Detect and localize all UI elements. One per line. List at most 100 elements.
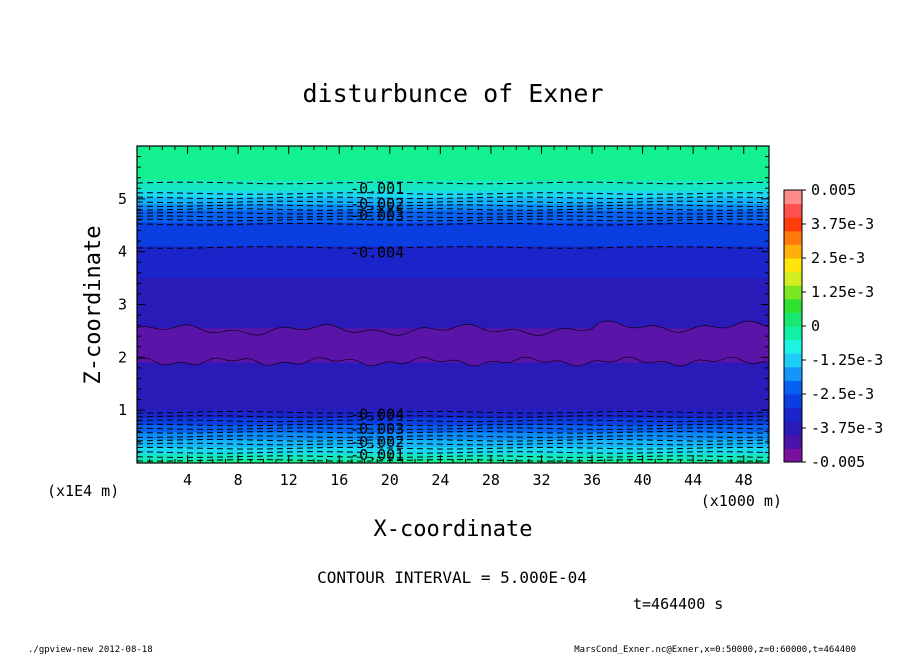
colorbar-segment (784, 258, 802, 273)
x-tick-label: 44 (684, 471, 702, 489)
contour-line (137, 419, 769, 422)
x-axis-label: X-coordinate (374, 517, 533, 542)
contour-line (137, 446, 769, 450)
colorbar (783, 189, 803, 463)
contour-line (137, 423, 769, 427)
colorbar-segment (784, 339, 802, 354)
contour-line (137, 415, 769, 418)
contour-line (137, 411, 769, 414)
contour-labels: -0.001-0.002-0.003-0.004-0.004-0.003-0.0… (350, 179, 404, 464)
y-tick-label: 1 (118, 401, 127, 419)
colorbar-segment (784, 230, 802, 245)
contour-label: -0.001 (350, 446, 404, 464)
colorbar-segment (784, 298, 802, 313)
contour-band (137, 418, 769, 426)
contour-label: -0.003 (350, 207, 404, 225)
y-tick-label: 3 (118, 296, 127, 314)
contour-line (137, 427, 769, 430)
contour-line (137, 451, 769, 454)
contour-band (137, 439, 769, 448)
colorbar-segment (784, 285, 802, 300)
x-tick-label: 24 (431, 471, 449, 489)
contour-band (137, 190, 769, 199)
contour-line (137, 455, 769, 458)
x-tick-label: 20 (381, 471, 399, 489)
contour-line (137, 442, 769, 446)
contour-line (137, 222, 769, 226)
colorbar-segment (784, 244, 802, 259)
contour-line (137, 181, 769, 185)
colorbar-tick-labels: 0.005 3.75e-3 2.5e-3 1.25e-3 0 -1.25e-3 -2.5e-… (802, 181, 883, 471)
y-axis-unit: (x1E4 m) (47, 482, 119, 500)
footer-right: MarsCond_Exner.nc@Exner,x=0:50000,z=0:60… (574, 645, 856, 654)
colorbar-tick-label: 3.75e-3 (811, 215, 874, 233)
contour-label: -0.002 (350, 433, 404, 451)
colorbar-tick-label: -2.5e-3 (811, 385, 874, 403)
y-tick-label: 2 (118, 348, 127, 366)
contour-label: -0.004 (350, 244, 404, 262)
colorbar-tick-label: -0.005 (811, 453, 865, 471)
x-tick-label: 12 (280, 471, 298, 489)
colorbar-tick-label: -3.75e-3 (811, 419, 883, 437)
colorbar-segment (784, 312, 802, 327)
colorbar-tick-label: -1.25e-3 (811, 351, 883, 369)
colorbar-segment (784, 448, 802, 463)
minimum-band-region (137, 320, 769, 367)
contour-line (137, 431, 769, 434)
x-axis-unit: (x1000 m) (701, 492, 782, 510)
y-axis-label: Z-coordinate (81, 226, 106, 385)
contour-band (137, 204, 769, 212)
contour-line (137, 215, 769, 219)
x-tick-label: 28 (482, 471, 500, 489)
x-tick-label: 36 (583, 471, 601, 489)
contour-band (137, 447, 769, 455)
contour-band (137, 222, 769, 247)
colorbar-tick-label: 0 (811, 317, 820, 335)
footer-left: ./gpview-new 2012-08-18 (28, 645, 153, 654)
contour-line (137, 204, 769, 207)
y-tick-label: 4 (118, 243, 127, 261)
x-tick-label: 32 (532, 471, 550, 489)
contour-line (137, 192, 769, 195)
minimum-band-shape (137, 320, 769, 367)
colorbar-segment (784, 271, 802, 286)
contour-label: -0.002 (350, 195, 404, 213)
time-label: t=464400 s (633, 595, 723, 613)
colorbar-segment (784, 380, 802, 395)
colorbar-tick-label: 0.005 (811, 181, 856, 199)
colorbar-segment (784, 190, 802, 205)
contour-band (137, 278, 769, 329)
contour-line (137, 208, 769, 211)
y-tick-label: 5 (118, 190, 127, 208)
colorbar-segment (784, 434, 802, 449)
x-tick-label: 40 (634, 471, 652, 489)
colorbar-segment (784, 217, 802, 232)
contour-line (137, 459, 769, 462)
colorbar-segment (784, 366, 802, 381)
colorbar-tick-label: 1.25e-3 (811, 283, 874, 301)
colorbar-segment (784, 353, 802, 368)
colorbar-segment (784, 407, 802, 422)
contour-band (137, 424, 769, 433)
x-tick-label: 16 (330, 471, 348, 489)
colorbar-segment (784, 394, 802, 409)
contour-band (137, 410, 769, 419)
contour-band (137, 362, 769, 411)
contour-band (137, 432, 769, 441)
contour-band (137, 454, 769, 461)
contour-line (137, 196, 769, 200)
contour-label: -0.001 (350, 179, 404, 197)
contour-band (137, 210, 769, 224)
x-tick-label: 8 (234, 471, 243, 489)
contour-band (137, 146, 769, 181)
colorbar-tick-label: 2.5e-3 (811, 249, 865, 267)
contour-line (137, 211, 769, 215)
contour-line (137, 439, 769, 442)
contour-band (137, 180, 769, 192)
x-tick-label: 4 (183, 471, 192, 489)
contour-band (137, 246, 769, 279)
contour-label: -0.004 (350, 405, 404, 423)
colorbar-segment (784, 421, 802, 436)
contour-line (137, 200, 769, 204)
contour-interval-label: CONTOUR INTERVAL = 5.000E-04 (317, 568, 587, 587)
